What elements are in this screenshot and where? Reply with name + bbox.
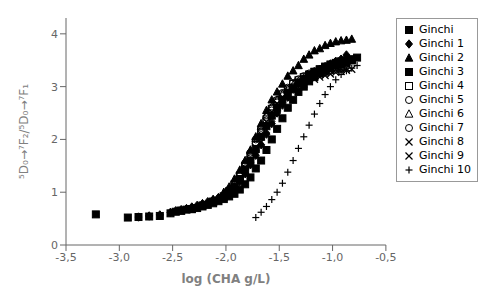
svg-text:1: 1: [51, 186, 58, 199]
html-text:Ginchi: Ginchi: [418, 23, 454, 36]
html-text:Ginchi 2: Ginchi 2: [418, 51, 464, 64]
html-text:Ginchi 6: Ginchi 6: [418, 107, 464, 120]
html-text:Ginchi 4: Ginchi 4: [418, 79, 464, 92]
svg-text:0: 0: [51, 239, 58, 252]
html-text:Ginchi 7: Ginchi 7: [418, 121, 464, 134]
svg-text:-0,5: -0,5: [375, 251, 396, 264]
svg-text:-2,5: -2,5: [162, 251, 183, 264]
html-text:Ginchi 3: Ginchi 3: [418, 65, 464, 78]
svg-text:-3,5: -3,5: [55, 251, 76, 264]
svg-text:3: 3: [51, 81, 58, 94]
html-text:Ginchi 1: Ginchi 1: [418, 37, 464, 50]
svg-text:-1,0: -1,0: [322, 251, 343, 264]
svg-text:2: 2: [51, 133, 58, 146]
html-text:Ginchi 5: Ginchi 5: [418, 93, 464, 106]
svg-text:4: 4: [51, 28, 58, 41]
svg-text:-3,0: -3,0: [109, 251, 130, 264]
html-text:Ginchi 10: Ginchi 10: [418, 163, 471, 176]
svg-text:-2,0: -2,0: [215, 251, 236, 264]
html-text:Ginchi 8: Ginchi 8: [418, 135, 464, 148]
svg-text:⁵D₀→⁷F₂/⁵D₀→⁷F₁: ⁵D₀→⁷F₂/⁵D₀→⁷F₁: [17, 84, 31, 179]
svg-text:-1,5: -1,5: [269, 251, 290, 264]
html-text:Ginchi 9: Ginchi 9: [418, 149, 464, 162]
svg-text:log (CHA g/L): log (CHA g/L): [181, 272, 270, 286]
